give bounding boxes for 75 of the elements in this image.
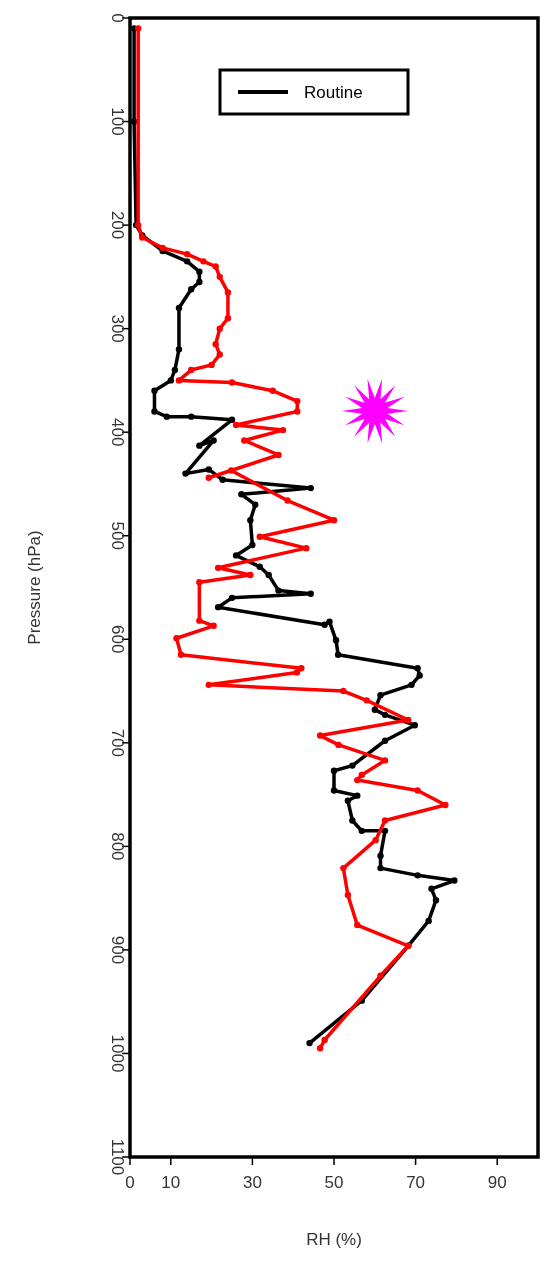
x-tick-label: 10: [161, 1173, 181, 1192]
point: [173, 635, 180, 642]
y-tick-label: 400: [108, 417, 127, 447]
point: [212, 340, 219, 348]
point: [316, 1045, 324, 1052]
point: [358, 771, 365, 779]
point: [241, 437, 248, 444]
point: [354, 921, 361, 929]
point: [381, 757, 389, 764]
point: [224, 315, 232, 322]
point: [405, 716, 412, 724]
point: [183, 250, 191, 258]
point: [256, 533, 263, 540]
point: [175, 377, 183, 384]
point: [232, 421, 240, 429]
point: [321, 1036, 328, 1044]
y-tick-label: 300: [108, 314, 127, 343]
y-tick-label: 500: [108, 521, 127, 550]
point: [200, 258, 207, 265]
point: [134, 25, 142, 32]
point: [294, 397, 301, 405]
point: [224, 289, 232, 296]
point: [188, 366, 195, 374]
y-tick-label: 0: [108, 13, 127, 23]
point: [196, 617, 203, 624]
x-tick-label: 70: [406, 1173, 426, 1192]
point: [279, 426, 287, 434]
y-tick-label: 100: [108, 107, 127, 136]
point: [372, 836, 379, 844]
point: [294, 408, 301, 415]
point: [354, 776, 361, 784]
y-tick-label: 700: [108, 728, 127, 758]
point: [284, 497, 291, 504]
y-tick-label: 800: [108, 832, 127, 861]
legend-label: Routine: [304, 83, 363, 102]
point: [330, 517, 338, 524]
x-tick-label: 90: [487, 1173, 507, 1192]
x-tick-label: 50: [324, 1173, 344, 1192]
point: [363, 697, 370, 704]
point: [303, 544, 310, 552]
point: [214, 564, 222, 572]
y-tick-label: 200: [108, 210, 127, 240]
point: [377, 972, 384, 979]
point: [293, 669, 301, 676]
point: [205, 681, 212, 689]
point: [216, 273, 223, 281]
y-tick-label: 600: [108, 625, 127, 654]
point: [210, 622, 217, 630]
point: [298, 665, 305, 672]
point: [216, 351, 223, 358]
point: [247, 571, 254, 579]
point: [216, 325, 223, 332]
point: [344, 891, 352, 899]
y-axis-title: Pressure (hPa): [25, 530, 44, 645]
y-tick-label: 1000: [108, 1034, 127, 1073]
point: [414, 787, 421, 794]
point: [340, 864, 347, 872]
point: [227, 467, 235, 474]
point: [269, 387, 276, 394]
point: [335, 741, 342, 749]
x-tick-label: 30: [242, 1173, 262, 1192]
point: [228, 379, 236, 386]
point: [275, 451, 282, 459]
point: [205, 474, 212, 481]
point: [208, 361, 215, 369]
point: [196, 579, 203, 586]
point: [442, 801, 449, 809]
point: [212, 263, 219, 270]
point: [381, 817, 389, 824]
y-tick-label: 1100: [108, 1138, 127, 1176]
point: [177, 651, 185, 659]
x-axis-title: RH (%): [306, 1230, 362, 1249]
point: [340, 687, 347, 695]
y-tick-label: 900: [108, 935, 127, 965]
point: [316, 732, 324, 739]
